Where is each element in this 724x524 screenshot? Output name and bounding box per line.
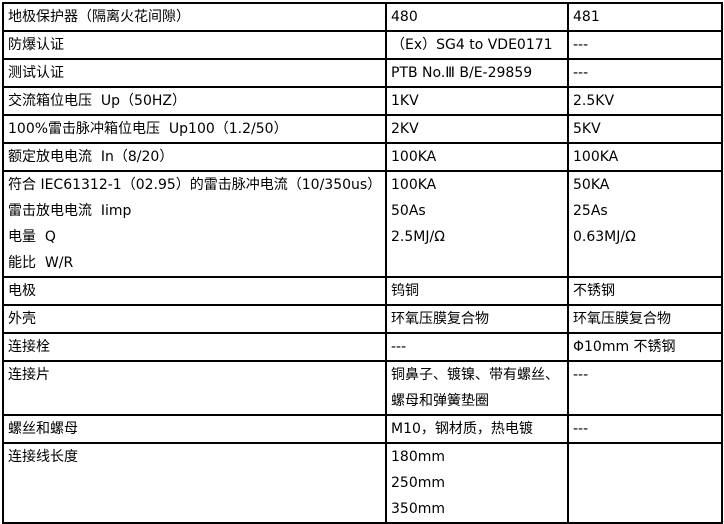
value-481-cell: 不锈钢 xyxy=(567,276,723,306)
value-480-cell: 100KA xyxy=(385,142,569,172)
value-481-cell: 环氧压膜复合物 xyxy=(567,304,723,334)
spec-label-cell: 防爆认证 xyxy=(2,30,387,60)
value-480-cell: --- xyxy=(385,332,569,362)
value-481-cell: 100KA xyxy=(567,142,723,172)
spec-label-cell: 连接线长度 xyxy=(2,442,387,524)
spec-label-cell: 额定放电电流 In（8/20） xyxy=(2,142,387,172)
value-481-cell: 2.5KV xyxy=(567,86,723,116)
spec-label-cell: 外壳 xyxy=(2,304,387,334)
value-480-cell: 2KV xyxy=(385,114,569,144)
table-row: 外壳 环氧压膜复合物 环氧压膜复合物 xyxy=(2,304,723,334)
value-481-cell: --- xyxy=(567,360,723,416)
value-481-cell: Φ10mm 不锈钢 xyxy=(567,332,723,362)
spec-label-cell: 交流箱位电压 Up（50HZ） xyxy=(2,86,387,116)
value-481-cell xyxy=(567,442,723,524)
spec-label-cell: 螺丝和螺母 xyxy=(2,414,387,444)
value-481-cell: 5KV xyxy=(567,114,723,144)
value-480-cell: （Ex）SG4 to VDE0171 xyxy=(385,30,569,60)
spec-label-cell: 连接栓 xyxy=(2,332,387,362)
spec-label-cell: 地极保护器（隔离火花间隙） xyxy=(2,2,387,32)
table-row: 电极 钨铜 不锈钢 xyxy=(2,276,723,306)
table-row: 连接片 铜鼻子、镀镍、带有螺丝、 螺母和弹簧垫圈 --- xyxy=(2,360,723,416)
value-480-cell: 钨铜 xyxy=(385,276,569,306)
spec-label-cell: 100%雷击脉冲箱位电压 Up100（1.2/50） xyxy=(2,114,387,144)
table-row: 100%雷击脉冲箱位电压 Up100（1.2/50） 2KV 5KV xyxy=(2,114,723,144)
value-481-cell: --- xyxy=(567,58,723,88)
table-row: 额定放电电流 In（8/20） 100KA 100KA xyxy=(2,142,723,172)
value-480-cell: 100KA 50As 2.5MJ/Ω xyxy=(385,170,569,278)
table-row: 连接栓 --- Φ10mm 不锈钢 xyxy=(2,332,723,362)
value-481-cell: 50KA 25As 0.63MJ/Ω xyxy=(567,170,723,278)
spec-label-cell: 连接片 xyxy=(2,360,387,416)
value-481-cell: --- xyxy=(567,30,723,60)
value-481-cell: --- xyxy=(567,414,723,444)
value-480-cell: 环氧压膜复合物 xyxy=(385,304,569,334)
table-row: 地极保护器（隔离火花间隙） 480 481 xyxy=(2,2,723,32)
value-480-cell: 480 xyxy=(385,2,569,32)
value-480-cell: PTB No.Ⅲ B/E-29859 xyxy=(385,58,569,88)
table-row: 防爆认证 （Ex）SG4 to VDE0171 --- xyxy=(2,30,723,60)
value-480-cell: 铜鼻子、镀镍、带有螺丝、 螺母和弹簧垫圈 xyxy=(385,360,569,416)
table-row: 螺丝和螺母 M10，钢材质，热电镀 --- xyxy=(2,414,723,444)
table-row: 交流箱位电压 Up（50HZ） 1KV 2.5KV xyxy=(2,86,723,116)
table-row: 连接线长度 180mm 250mm 350mm xyxy=(2,442,723,524)
value-481-cell: 481 xyxy=(567,2,723,32)
table-row: 测试认证 PTB No.Ⅲ B/E-29859 --- xyxy=(2,58,723,88)
spec-label-cell: 符合 IEC61312-1（02.95）的雷击脉冲电流（10/350us） 雷击… xyxy=(2,170,387,278)
value-480-cell: 1KV xyxy=(385,86,569,116)
spec-label-cell: 测试认证 xyxy=(2,58,387,88)
value-480-cell: 180mm 250mm 350mm xyxy=(385,442,569,524)
spec-label-cell: 电极 xyxy=(2,276,387,306)
table-row: 符合 IEC61312-1（02.95）的雷击脉冲电流（10/350us） 雷击… xyxy=(2,170,723,278)
value-480-cell: M10，钢材质，热电镀 xyxy=(385,414,569,444)
